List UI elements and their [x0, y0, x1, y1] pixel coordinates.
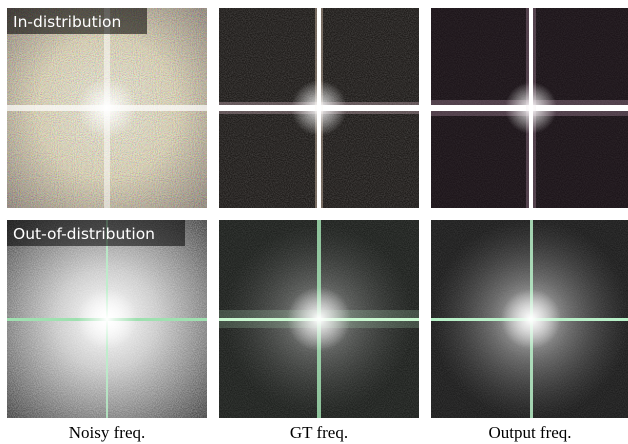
column-caption: Output freq. [488, 423, 571, 442]
panel [219, 220, 419, 418]
row-label: In-distribution [13, 13, 121, 31]
figure: In-distribution Out-of-distribution Nois… [0, 0, 628, 444]
column-caption: GT freq. [290, 423, 348, 442]
panel [431, 219, 628, 419]
panel [219, 8, 419, 208]
column-caption: Noisy freq. [69, 423, 145, 442]
page: {"rows": [{"label": "In-distribution"}, … [0, 0, 628, 444]
panel [7, 220, 207, 418]
panel [431, 8, 628, 208]
panel [7, 8, 207, 208]
row-label: Out-of-distribution [13, 225, 155, 243]
